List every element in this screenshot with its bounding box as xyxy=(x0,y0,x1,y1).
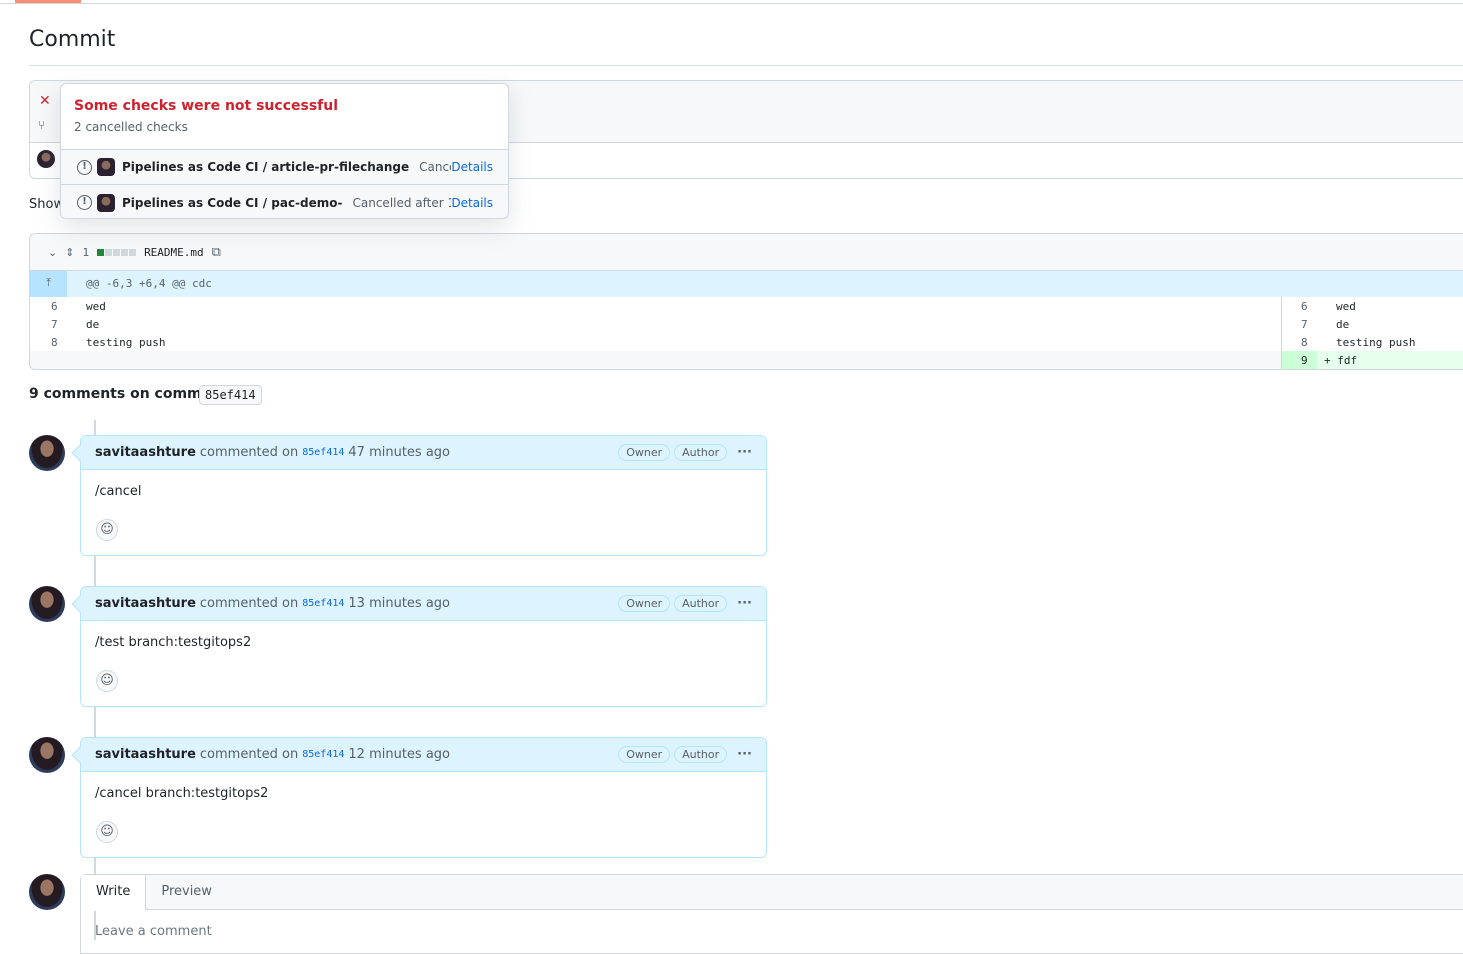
avatar[interactable] xyxy=(29,435,65,471)
comment: savitaashture commented on 85ef414 47 mi… xyxy=(71,435,767,556)
tab-preview[interactable]: Preview xyxy=(161,884,212,899)
app-avatar xyxy=(97,158,115,176)
more-options-icon[interactable]: ··· xyxy=(737,445,752,460)
commit-sha[interactable]: 85ef414 xyxy=(199,385,262,405)
comment-input[interactable]: Leave a comment xyxy=(95,924,212,939)
comment-sha[interactable]: 85ef414 xyxy=(302,598,345,609)
line-number[interactable]: 7 xyxy=(51,318,58,331)
comment-time[interactable]: 13 minutes ago xyxy=(348,596,450,611)
line-number[interactable]: 8 xyxy=(1301,336,1308,349)
owner-badge: Owner xyxy=(618,444,671,461)
chevron-down-icon[interactable]: ⌄ xyxy=(48,245,58,259)
comment: savitaashture commented on 85ef414 13 mi… xyxy=(71,586,767,707)
alert-icon: ! xyxy=(77,195,92,210)
checks-title: Some checks were not successful xyxy=(74,98,339,114)
comments-heading: 9 comments on commit xyxy=(29,386,214,402)
comment-author[interactable]: savitaashture xyxy=(95,747,196,762)
line-code: testing push xyxy=(86,336,166,349)
author-badge: Author xyxy=(674,595,728,612)
details-link[interactable]: Details xyxy=(451,160,493,174)
line-code: de xyxy=(1336,318,1350,331)
author-badge: Author xyxy=(674,746,728,763)
more-options-icon[interactable]: ··· xyxy=(737,596,752,611)
comment-action: commented on xyxy=(199,596,299,611)
failed-checks-icon[interactable]: ✕ xyxy=(39,93,51,109)
checks-subtitle: 2 cancelled checks xyxy=(74,120,188,134)
file-name[interactable]: README.md xyxy=(144,245,204,259)
comment-time[interactable]: 12 minutes ago xyxy=(348,747,450,762)
app-avatar xyxy=(97,193,115,212)
avatar[interactable] xyxy=(29,586,65,622)
title-divider xyxy=(29,65,1463,66)
empty-left-row xyxy=(30,351,1281,369)
line-code: de xyxy=(86,318,100,331)
expand-icon[interactable]: ⇕ xyxy=(65,245,75,259)
page-title: Commit xyxy=(29,27,116,52)
line-code: testing push xyxy=(1336,336,1416,349)
split-divider xyxy=(1281,297,1282,369)
smiley-icon[interactable]: ☺ xyxy=(96,519,118,541)
file-header: ⌄ ⇕ 1 README.md ⧉ xyxy=(30,234,1463,271)
more-options-icon[interactable]: ··· xyxy=(737,747,752,762)
file-diff: ⌄ ⇕ 1 README.md ⧉ ⤒ @@ -6,3 +6,4 @@ cdc … xyxy=(29,233,1463,370)
line-code: wed xyxy=(1336,300,1356,313)
check-row: ! Pipelines as Code CI / pac-demo- Cance… xyxy=(61,185,508,218)
author-avatar[interactable] xyxy=(37,150,55,168)
hunk-text: @@ -6,3 +6,4 @@ cdc xyxy=(86,277,212,290)
line-code: + fdf xyxy=(1324,354,1358,367)
owner-badge: Owner xyxy=(618,746,671,763)
details-link[interactable]: Details xyxy=(451,195,493,210)
comment-action: commented on xyxy=(199,445,299,460)
comment-body: /cancel branch:testgitops2 xyxy=(95,786,269,801)
comment-header: savitaashture commented on 85ef414 13 mi… xyxy=(81,587,766,621)
line-code: wed xyxy=(86,300,106,313)
check-name: Pipelines as Code CI / article-pr-filech… xyxy=(122,160,410,174)
alert-icon: ! xyxy=(77,159,92,175)
active-tab-indicator xyxy=(15,0,81,3)
comment-body: /cancel xyxy=(95,484,142,499)
line-number[interactable]: 6 xyxy=(51,300,58,313)
branch-icon: ⑂ xyxy=(38,118,46,132)
diffstat xyxy=(97,248,137,256)
header-divider xyxy=(0,3,1463,4)
line-number[interactable]: 8 xyxy=(51,336,58,349)
tab-write[interactable]: Write xyxy=(81,875,147,911)
comment-time[interactable]: 47 minutes ago xyxy=(348,445,450,460)
added-row-gutter xyxy=(1282,351,1317,369)
owner-badge: Owner xyxy=(618,595,671,612)
smiley-icon[interactable]: ☺ xyxy=(96,670,118,692)
comment-sha[interactable]: 85ef414 xyxy=(302,447,345,458)
comment-body: /test branch:testgitops2 xyxy=(95,635,252,650)
comment-action: commented on xyxy=(199,747,299,762)
avatar[interactable] xyxy=(29,737,65,773)
comment-header: savitaashture commented on 85ef414 12 mi… xyxy=(81,738,766,772)
comment-header: savitaashture commented on 85ef414 47 mi… xyxy=(81,436,766,470)
comment: savitaashture commented on 85ef414 12 mi… xyxy=(71,737,767,858)
comment-composer: Write Preview Leave a comment xyxy=(80,874,1463,954)
line-number[interactable]: 6 xyxy=(1301,300,1308,313)
avatar xyxy=(29,874,65,910)
line-number[interactable]: 9 xyxy=(1301,354,1308,367)
change-count: 1 xyxy=(82,245,90,259)
check-row: ! Pipelines as Code CI / article-pr-file… xyxy=(61,150,508,185)
comment-sha[interactable]: 85ef414 xyxy=(302,749,345,760)
line-number[interactable]: 7 xyxy=(1301,318,1308,331)
checks-popover: Some checks were not successful 2 cancel… xyxy=(60,83,509,219)
hunk-header: ⤒ @@ -6,3 +6,4 @@ cdc xyxy=(30,271,1463,297)
check-status: Cancelled after 1... xyxy=(352,195,452,210)
author-badge: Author xyxy=(674,444,728,461)
show-text: Show xyxy=(29,197,65,212)
added-row xyxy=(1282,351,1463,369)
expand-up-icon[interactable]: ⤒ xyxy=(30,271,67,297)
comment-author[interactable]: savitaashture xyxy=(95,596,196,611)
check-name: Pipelines as Code CI / pac-demo- xyxy=(122,195,343,210)
check-status: Cancell... xyxy=(419,160,451,174)
comment-author[interactable]: savitaashture xyxy=(95,445,196,460)
smiley-icon[interactable]: ☺ xyxy=(96,821,118,843)
copy-icon[interactable]: ⧉ xyxy=(211,244,221,260)
